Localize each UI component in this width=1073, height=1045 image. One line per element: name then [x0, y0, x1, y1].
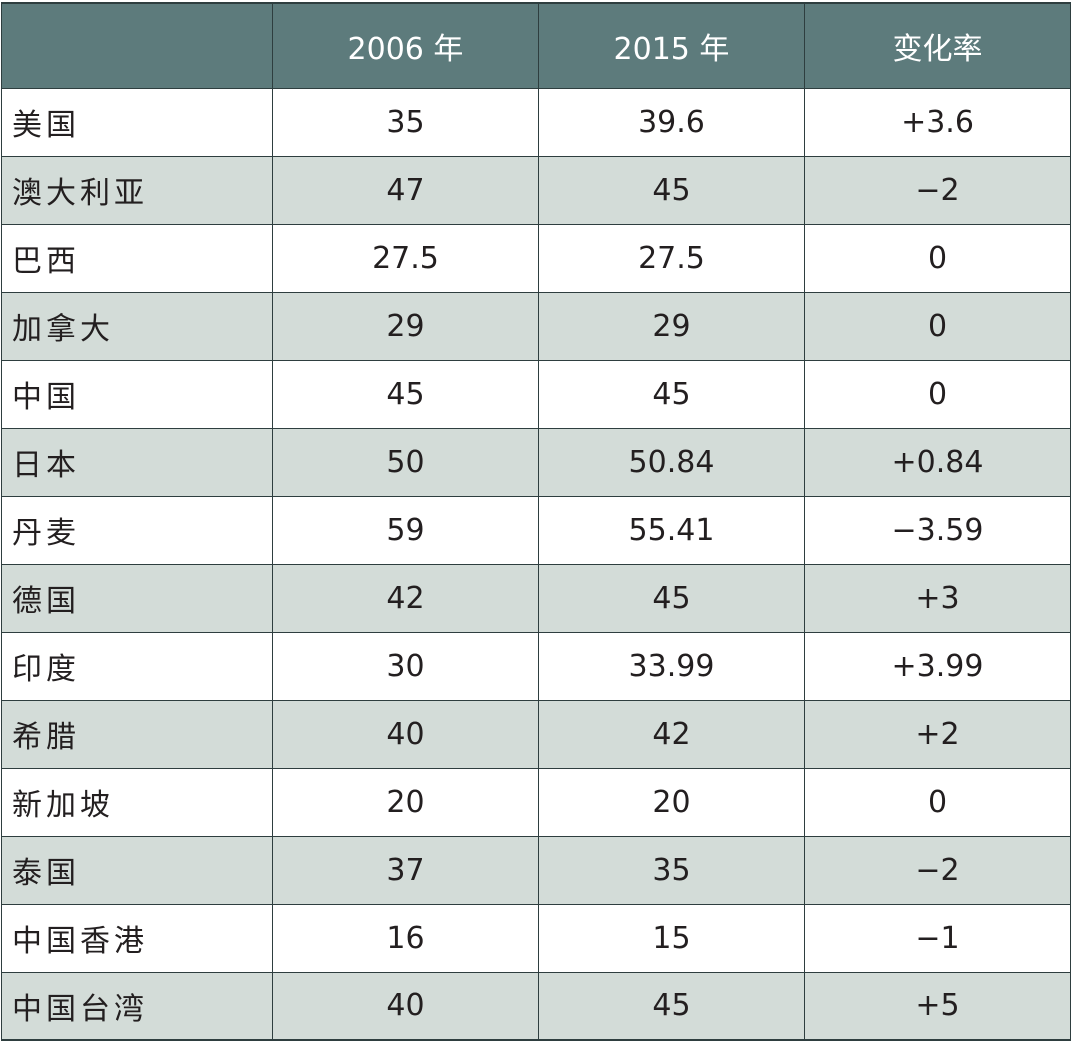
region-cell: 丹麦 — [1, 495, 273, 565]
value-2006-cell: 35 — [272, 87, 539, 157]
value-2015-cell: 35 — [538, 835, 805, 905]
change-cell: −2 — [804, 835, 1071, 905]
table-row: 新加坡 20 20 0 — [1, 767, 1071, 837]
region-cell: 澳大利亚 — [1, 155, 273, 225]
table-row: 日本 50 50.84 +0.84 — [1, 427, 1071, 497]
region-cell: 新加坡 — [1, 767, 273, 837]
table-row: 中国 45 45 0 — [1, 359, 1071, 429]
value-2006-cell: 16 — [272, 903, 539, 973]
change-cell: −2 — [804, 155, 1071, 225]
region-cell: 印度 — [1, 631, 273, 701]
change-cell: +3 — [804, 563, 1071, 633]
header-cell-2006: 2006 年 — [272, 2, 539, 89]
table-header: 2006 年 2015 年 变化率 — [1, 2, 1071, 89]
change-cell: 0 — [804, 359, 1071, 429]
value-2015-cell: 29 — [538, 291, 805, 361]
change-cell: +5 — [804, 971, 1071, 1041]
region-cell: 中国台湾 — [1, 971, 273, 1041]
region-cell: 巴西 — [1, 223, 273, 293]
value-2006-cell: 47 — [272, 155, 539, 225]
table-row: 澳大利亚 47 45 −2 — [1, 155, 1071, 225]
region-cell: 德国 — [1, 563, 273, 633]
table-row: 希腊 40 42 +2 — [1, 699, 1071, 769]
value-2006-cell: 20 — [272, 767, 539, 837]
table-row: 美国 35 39.6 +3.6 — [1, 87, 1071, 157]
header-row: 2006 年 2015 年 变化率 — [1, 2, 1071, 89]
change-cell: +3.6 — [804, 87, 1071, 157]
region-cell: 美国 — [1, 87, 273, 157]
header-cell-2015: 2015 年 — [538, 2, 805, 89]
table-row: 印度 30 33.99 +3.99 — [1, 631, 1071, 701]
value-2015-cell: 55.41 — [538, 495, 805, 565]
value-2006-cell: 27.5 — [272, 223, 539, 293]
value-2015-cell: 27.5 — [538, 223, 805, 293]
region-cell: 希腊 — [1, 699, 273, 769]
table-row: 德国 42 45 +3 — [1, 563, 1071, 633]
value-2015-cell: 45 — [538, 155, 805, 225]
table-row: 中国香港 16 15 −1 — [1, 903, 1071, 973]
table-row: 中国台湾 40 45 +5 — [1, 971, 1071, 1041]
value-2015-cell: 39.6 — [538, 87, 805, 157]
value-2015-cell: 15 — [538, 903, 805, 973]
table-row: 加拿大 29 29 0 — [1, 291, 1071, 361]
change-cell: 0 — [804, 767, 1071, 837]
header-cell-change: 变化率 — [804, 2, 1071, 89]
value-2015-cell: 20 — [538, 767, 805, 837]
value-2015-cell: 50.84 — [538, 427, 805, 497]
change-cell: +2 — [804, 699, 1071, 769]
value-2015-cell: 45 — [538, 359, 805, 429]
value-2006-cell: 59 — [272, 495, 539, 565]
value-2006-cell: 30 — [272, 631, 539, 701]
table-body: 美国 35 39.6 +3.6 澳大利亚 47 45 −2 巴西 27.5 27… — [1, 87, 1071, 1041]
change-cell: 0 — [804, 223, 1071, 293]
change-cell: −3.59 — [804, 495, 1071, 565]
region-cell: 加拿大 — [1, 291, 273, 361]
value-2006-cell: 42 — [272, 563, 539, 633]
value-2006-cell: 50 — [272, 427, 539, 497]
table-row: 巴西 27.5 27.5 0 — [1, 223, 1071, 293]
table-row: 丹麦 59 55.41 −3.59 — [1, 495, 1071, 565]
region-cell: 中国 — [1, 359, 273, 429]
value-2015-cell: 45 — [538, 563, 805, 633]
value-2006-cell: 45 — [272, 359, 539, 429]
change-cell: −1 — [804, 903, 1071, 973]
value-2015-cell: 42 — [538, 699, 805, 769]
change-cell: +0.84 — [804, 427, 1071, 497]
region-cell: 泰国 — [1, 835, 273, 905]
value-2015-cell: 33.99 — [538, 631, 805, 701]
value-2006-cell: 40 — [272, 699, 539, 769]
value-2006-cell: 40 — [272, 971, 539, 1041]
change-cell: +3.99 — [804, 631, 1071, 701]
value-2015-cell: 45 — [538, 971, 805, 1041]
region-cell: 日本 — [1, 427, 273, 497]
header-cell-region — [1, 2, 273, 89]
region-cell: 中国香港 — [1, 903, 273, 973]
table-row: 泰国 37 35 −2 — [1, 835, 1071, 905]
change-cell: 0 — [804, 291, 1071, 361]
value-2006-cell: 29 — [272, 291, 539, 361]
value-2006-cell: 37 — [272, 835, 539, 905]
